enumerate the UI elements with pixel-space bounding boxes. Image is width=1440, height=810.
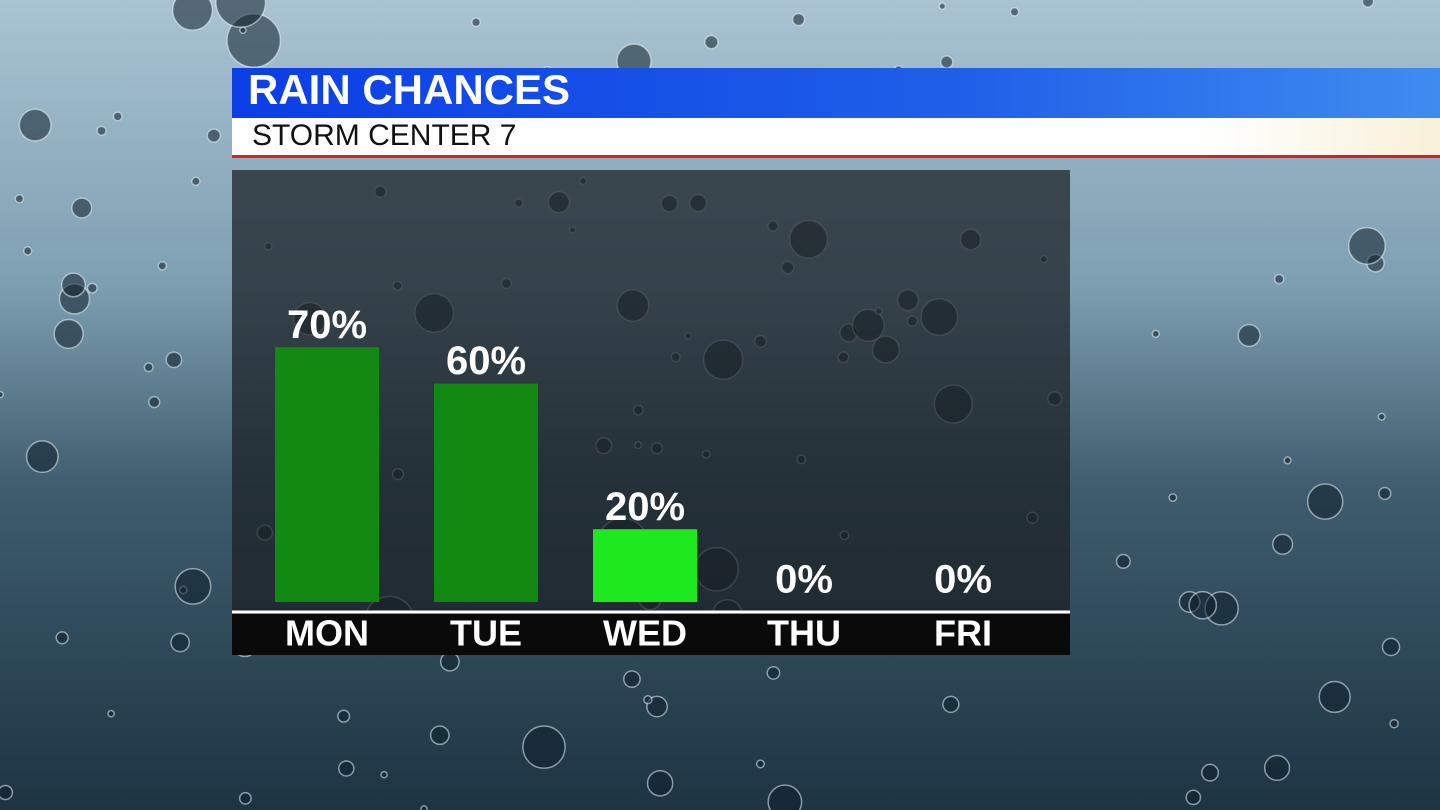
raindrop <box>53 318 84 350</box>
x-tick-label: THU <box>767 613 841 654</box>
raindrop <box>704 34 719 50</box>
x-tick-label: WED <box>603 613 687 654</box>
raindrop <box>1009 6 1020 17</box>
raindrop <box>191 176 201 187</box>
raindrop <box>14 193 25 204</box>
chart-subtitle: STORM CENTER 7 <box>252 119 516 152</box>
raindrop <box>337 709 351 723</box>
raindrop <box>471 17 481 28</box>
raindrop <box>174 567 212 605</box>
raindrop <box>1361 0 1375 8</box>
raindrop <box>170 632 191 653</box>
value-label: 70% <box>287 303 367 347</box>
bar <box>593 529 697 602</box>
raindrop <box>55 631 69 645</box>
raindrop <box>1263 754 1291 782</box>
raindrop <box>439 651 460 672</box>
raindrop <box>1185 789 1202 806</box>
value-label: 60% <box>446 339 526 383</box>
raindrop <box>1271 533 1294 555</box>
chart-title: RAIN CHANCES <box>248 66 570 113</box>
category-band <box>232 614 1070 655</box>
raindrop <box>1306 483 1344 520</box>
raindrop <box>25 440 59 474</box>
value-label: 20% <box>605 485 685 529</box>
raindrop <box>96 125 107 136</box>
raindrop <box>107 709 116 718</box>
raindrop <box>215 0 267 28</box>
value-label: 0% <box>934 558 992 602</box>
raindrop <box>1237 323 1261 348</box>
raindrop <box>1168 493 1178 503</box>
raindrop <box>239 26 247 35</box>
raindrop <box>165 351 183 369</box>
raindrop <box>18 108 52 142</box>
raindrop <box>1283 456 1292 465</box>
raindrop <box>1381 637 1401 657</box>
raindrop <box>1389 718 1399 729</box>
raindrop <box>646 769 674 797</box>
raindrop <box>938 2 947 11</box>
raindrop <box>1188 590 1218 620</box>
bar <box>434 383 538 602</box>
raindrop <box>338 760 355 777</box>
raindrop <box>791 12 806 27</box>
raindrop <box>1273 273 1285 285</box>
raindrop <box>1318 680 1351 714</box>
raindrop <box>766 665 781 680</box>
raindrop <box>380 770 388 779</box>
raindrop <box>143 362 154 373</box>
raindrop <box>157 260 168 271</box>
raindrop <box>942 695 960 714</box>
raindrop <box>0 390 4 399</box>
subtitle-bar <box>232 118 1440 155</box>
raindrop <box>238 791 252 805</box>
raindrop <box>1115 553 1131 569</box>
raindrop <box>643 695 653 705</box>
x-tick-label: MON <box>285 613 369 654</box>
raindrop <box>767 784 803 810</box>
raindrop <box>1347 226 1386 265</box>
raindrop <box>1201 763 1220 782</box>
raindrop <box>86 282 98 294</box>
raindrop <box>755 759 766 769</box>
raindrop <box>112 111 123 122</box>
raindrop <box>939 55 954 69</box>
raindrop <box>1378 486 1392 501</box>
raindrop <box>71 197 93 219</box>
red-rule <box>232 155 1440 158</box>
title-bar <box>232 68 1440 118</box>
raindrop <box>623 670 641 689</box>
raindrop <box>429 725 450 746</box>
raindrop <box>522 725 566 770</box>
raindrop <box>1377 412 1386 421</box>
raindrop <box>148 395 161 409</box>
raindrop <box>206 128 222 143</box>
raindrop <box>60 272 86 298</box>
raindrop <box>0 784 14 801</box>
raindrop <box>420 805 428 810</box>
raindrop <box>171 0 214 31</box>
value-label: 0% <box>775 558 833 602</box>
x-tick-label: TUE <box>450 613 522 654</box>
raindrop <box>1151 329 1160 339</box>
raindrop <box>22 246 33 256</box>
x-tick-label: FRI <box>934 613 992 654</box>
bar <box>275 347 379 602</box>
